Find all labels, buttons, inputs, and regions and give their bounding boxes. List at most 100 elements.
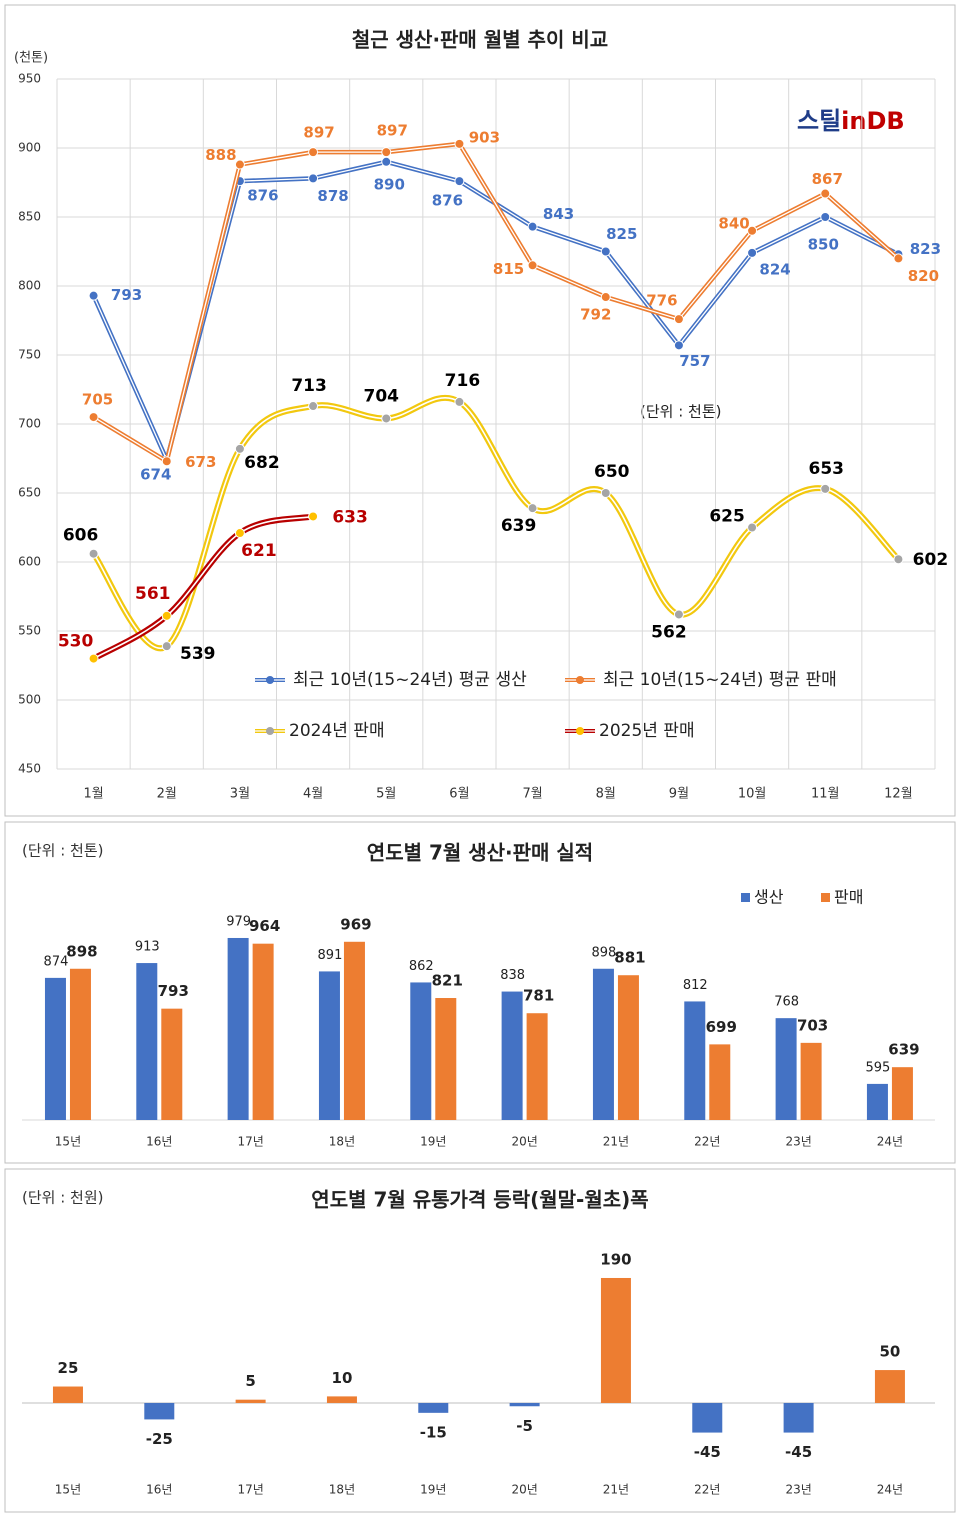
data-label: 890	[374, 175, 405, 193]
bar	[435, 998, 457, 1120]
x-tick-label: 20년	[511, 1135, 537, 1149]
x-tick-label: 15년	[55, 1483, 81, 1497]
data-label: 812	[683, 978, 708, 993]
y-tick-label: 450	[18, 762, 41, 776]
bar	[617, 975, 639, 1120]
marker	[673, 314, 684, 325]
marker	[88, 412, 99, 423]
data-label: 650	[594, 462, 630, 482]
marker	[673, 340, 684, 351]
marker	[747, 247, 758, 258]
x-tick-label: 9월	[669, 787, 689, 802]
data-label: 561	[135, 584, 171, 604]
data-label: 964	[249, 917, 280, 935]
unit-label: (천톤)	[14, 51, 48, 66]
marker	[893, 253, 904, 264]
y-tick-label: 600	[18, 555, 41, 569]
x-tick-label: 19년	[420, 1135, 446, 1149]
marker	[234, 443, 245, 454]
marker	[747, 225, 758, 236]
bar	[410, 982, 432, 1120]
data-label: 874	[44, 954, 69, 969]
panel-price	[4, 1168, 956, 1513]
data-label: 606	[63, 526, 99, 546]
marker	[308, 401, 319, 412]
data-label: 639	[501, 516, 537, 536]
marker	[161, 456, 172, 467]
legend-label: 2024년 판매	[289, 721, 385, 741]
data-label: 639	[888, 1041, 919, 1059]
data-label: 897	[377, 122, 408, 140]
marker	[308, 173, 319, 184]
legend-label: 최근 10년(15~24년) 평균 판매	[603, 670, 837, 690]
x-tick-label: 24년	[877, 1483, 903, 1497]
data-label: 781	[523, 987, 554, 1005]
marker	[820, 212, 831, 222]
bar	[526, 1013, 548, 1120]
logo: 스틸inDB	[797, 107, 905, 135]
bar	[592, 968, 614, 1120]
data-label: -45	[694, 1443, 721, 1461]
marker	[381, 147, 392, 158]
bar	[600, 1277, 631, 1403]
x-tick-label: 5월	[376, 787, 396, 802]
data-label: -45	[785, 1443, 812, 1461]
data-label: 862	[409, 959, 434, 974]
data-label: 699	[706, 1018, 737, 1036]
chart-title: 철근 생산·판매 월별 추이 비교	[352, 28, 608, 52]
x-tick-label: 16년	[146, 1483, 172, 1497]
x-tick-label: 2월	[157, 787, 177, 802]
bar	[227, 937, 249, 1120]
data-label: 969	[340, 915, 371, 933]
data-label: 595	[866, 1060, 891, 1075]
data-label: -5	[516, 1417, 533, 1435]
marker	[454, 138, 465, 149]
data-label: 703	[797, 1016, 828, 1034]
data-label: 10	[332, 1369, 353, 1387]
x-tick-label: 8월	[596, 787, 616, 802]
chart-title: 연도별 7월 유통가격 등락(월말-월초)폭	[311, 1188, 648, 1212]
data-label: 757	[679, 352, 710, 370]
logo-part: DB	[866, 107, 904, 135]
y-tick-label: 700	[18, 417, 41, 431]
x-tick-label: 22년	[694, 1135, 720, 1149]
x-tick-label: 11월	[811, 787, 840, 802]
data-label: 704	[364, 386, 400, 406]
bar	[52, 1386, 83, 1403]
marker	[747, 522, 758, 533]
marker	[308, 511, 319, 522]
bar	[252, 943, 274, 1120]
bar	[783, 1402, 814, 1433]
marker	[454, 396, 465, 407]
marker	[88, 653, 99, 664]
data-label: 673	[185, 453, 216, 471]
data-label: 792	[580, 306, 611, 324]
data-label: -15	[420, 1423, 447, 1441]
data-label: 562	[651, 622, 687, 642]
marker	[600, 292, 611, 303]
data-label: 815	[493, 260, 524, 278]
annotation: (단위 : 천톤)	[640, 403, 722, 421]
marker	[88, 548, 99, 559]
data-label: 876	[247, 187, 278, 205]
data-label: 840	[718, 214, 749, 232]
bar	[418, 1402, 449, 1413]
y-tick-label: 750	[18, 348, 41, 362]
data-label: 5	[245, 1372, 255, 1390]
bar	[800, 1042, 822, 1120]
marker	[234, 159, 245, 170]
marker	[820, 483, 831, 494]
marker	[88, 290, 99, 301]
data-label: 979	[226, 914, 251, 929]
marker	[820, 188, 831, 199]
marker	[454, 176, 465, 187]
x-tick-label: 10월	[738, 787, 767, 802]
x-tick-label: 17년	[237, 1483, 263, 1497]
series-line-highlight	[93, 143, 899, 462]
x-tick-label: 4월	[303, 787, 323, 802]
data-label: 768	[774, 995, 799, 1010]
marker	[161, 610, 172, 621]
data-label: 850	[808, 236, 839, 254]
legend-swatch	[821, 893, 830, 902]
